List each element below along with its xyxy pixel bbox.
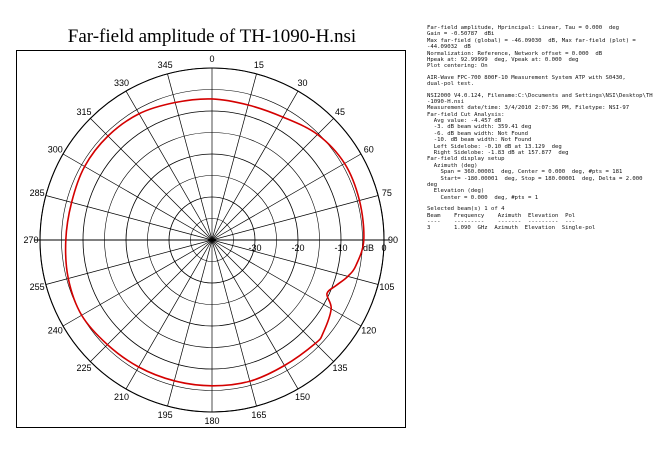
- angle-label: 75: [382, 188, 392, 198]
- info-line: dual-pol test.: [427, 81, 475, 88]
- info-line: 3 1.090 GHz Azimuth Elevation Single-pol: [427, 225, 596, 232]
- angle-label: 165: [251, 410, 266, 420]
- info-line: -3. dB beam width: 359.41 deg: [427, 124, 532, 131]
- info-line: ---- --------- ------- --------- ---: [427, 218, 576, 225]
- series-line: [64, 98, 365, 387]
- info-line: -6. dB beam width: Not Found: [427, 130, 529, 137]
- radial-tick-label: -30: [248, 243, 261, 253]
- info-line: Right Sidelobe: -1.83 dB at 157.877 deg: [427, 150, 569, 157]
- info-line: Elevation (deg): [427, 188, 485, 195]
- angle-label: 300: [48, 145, 63, 155]
- grid-spoke: [211, 239, 257, 407]
- angle-label: 45: [335, 107, 345, 117]
- grid-spoke: [125, 239, 213, 390]
- angle-label: 195: [158, 410, 173, 420]
- grid-spoke: [211, 239, 362, 327]
- info-line: AIR-Wave FPC-700 800F-10 Measurement Sys…: [427, 74, 626, 81]
- angle-label: 240: [48, 326, 63, 336]
- angle-label: 345: [158, 60, 173, 70]
- info-line: Measurement date/time: 3/4/2010 2:07:36 …: [427, 105, 630, 112]
- angle-label: 15: [254, 60, 264, 70]
- info-line: Beam Frequency Azimuth Elevation Pol: [427, 212, 576, 219]
- angle-label: 120: [361, 326, 376, 336]
- angle-label: 105: [379, 282, 394, 292]
- radial-unit: dB: [363, 243, 374, 253]
- info-line: Far-field display setup: [427, 156, 505, 163]
- radial-tick-label: 0: [381, 243, 386, 253]
- info-line: -44.09032 dB: [427, 44, 471, 51]
- grid-spoke: [62, 239, 213, 327]
- info-line: Far-field amplitude, Hprincipal: Linear,…: [427, 25, 619, 31]
- angle-label: 135: [332, 363, 347, 373]
- grid-spoke: [167, 239, 213, 407]
- info-line: Left Sidelobe: -0.10 dB at 13.129 deg: [427, 143, 562, 150]
- grid-spoke: [62, 153, 213, 241]
- info-line: Avg value: -4.457 dB: [427, 118, 502, 125]
- grid-spoke: [211, 195, 379, 241]
- info-line: Hpeak at: 92.99999 deg, Vpeak at: 0.000 …: [427, 56, 579, 63]
- radial-tick-label: -10: [334, 243, 347, 253]
- grid-spoke: [211, 73, 257, 241]
- grid-spoke: [90, 118, 213, 241]
- radial-tick-label: -20: [291, 243, 304, 253]
- info-line: deg: [427, 181, 438, 188]
- angle-label: 315: [76, 107, 91, 117]
- info-line: Start= -180.00001 deg, Stop = 180.00001 …: [427, 175, 643, 182]
- angle-label: 285: [30, 188, 45, 198]
- info-line: Span = 360.00001 deg, Center = 0.000 deg…: [427, 169, 623, 176]
- angle-label: 180: [204, 416, 219, 426]
- angle-label: 255: [30, 282, 45, 292]
- grid-spoke: [211, 90, 299, 241]
- info-line: Azimuth (deg): [427, 162, 478, 169]
- grid-spoke: [125, 90, 213, 241]
- angle-label: 330: [114, 78, 129, 88]
- series-layer: [64, 98, 365, 387]
- angle-label: 210: [114, 392, 129, 402]
- angle-label: 0: [209, 54, 214, 64]
- info-line: Selected beam(s) 1 of 4: [427, 206, 505, 213]
- info-line: -10. dB beam width: Not Found: [427, 137, 532, 144]
- grid-spoke: [167, 73, 213, 241]
- info-line: -1090-H.nsi: [427, 98, 465, 105]
- grid-spoke: [90, 239, 213, 362]
- angle-label: 270: [23, 235, 38, 245]
- angle-label: 150: [295, 392, 310, 402]
- grid-spoke: [211, 239, 334, 362]
- grid-spoke: [45, 195, 213, 241]
- polar-grid: [34, 67, 390, 413]
- angle-label: 30: [297, 78, 307, 88]
- info-line: Gain = -0.50787 dBi: [427, 31, 495, 38]
- angle-labels: 0 15 30 45 60 75 90 105 120 135 150 165 180 195 210 225…: [23, 54, 398, 426]
- plot-frame: [16, 50, 406, 428]
- info-line: Far-field Cut Analysis:: [427, 111, 505, 118]
- info-line: Center = 0.000 deg, #pts = 1: [427, 194, 539, 201]
- info-line: Max far-field (global) = -46.09030 dB, M…: [427, 37, 636, 44]
- grid-spoke: [211, 239, 379, 285]
- angle-label: 225: [76, 363, 91, 373]
- chart-title: Far-field amplitude of TH-1090-H.nsi: [67, 26, 357, 47]
- grid-spoke: [211, 153, 362, 241]
- grid-spoke: [45, 239, 213, 285]
- grid-spoke: [211, 239, 299, 390]
- info-line: Normalization: Reference, Network offset…: [427, 50, 603, 57]
- grid-spoke: [211, 118, 334, 241]
- info-line: NSI2000 V4.0.124, Filename:C:\Documents …: [427, 92, 653, 99]
- angle-label: 60: [364, 145, 374, 155]
- info-panel: Far-field amplitude, Hprincipal: Linear,…: [427, 25, 663, 232]
- angle-label: 90: [388, 235, 398, 245]
- info-line: Plot centering: On: [427, 63, 488, 70]
